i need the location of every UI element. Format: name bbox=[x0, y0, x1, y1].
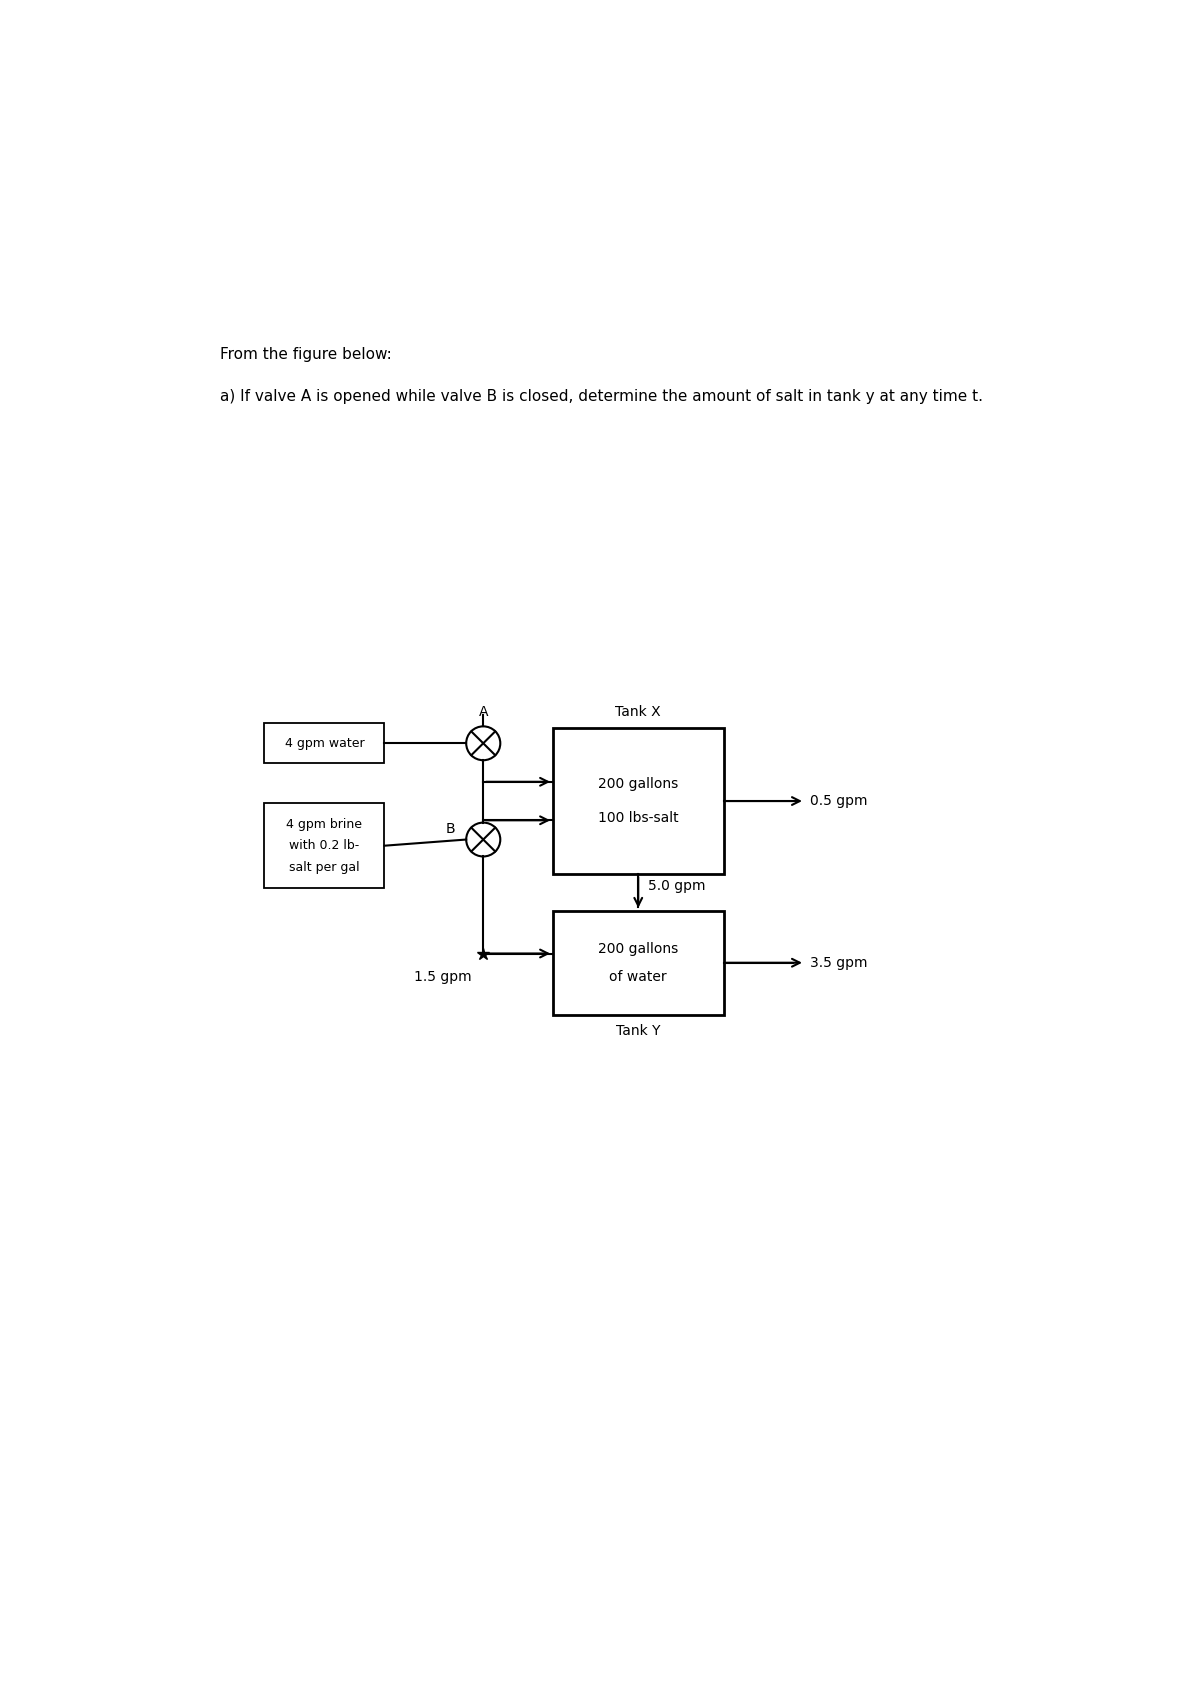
Text: 3.5 gpm: 3.5 gpm bbox=[810, 957, 868, 970]
Text: salt per gal: salt per gal bbox=[289, 862, 360, 873]
Text: 5.0 gpm: 5.0 gpm bbox=[648, 879, 706, 894]
Text: 4 gpm water: 4 gpm water bbox=[284, 736, 364, 750]
Text: 200 gallons: 200 gallons bbox=[598, 941, 678, 957]
Text: Tank Y: Tank Y bbox=[616, 1024, 660, 1038]
Bar bbox=[553, 911, 724, 1014]
Text: of water: of water bbox=[610, 970, 667, 984]
Bar bbox=[264, 804, 384, 889]
Text: a) If valve A is opened while valve B is closed, determine the amount of salt in: a) If valve A is opened while valve B is… bbox=[220, 388, 983, 404]
Text: Tank X: Tank X bbox=[616, 704, 661, 719]
Text: B: B bbox=[446, 821, 456, 836]
Text: 100 lbs-salt: 100 lbs-salt bbox=[598, 811, 678, 824]
Text: 0.5 gpm: 0.5 gpm bbox=[810, 794, 868, 807]
Text: A: A bbox=[479, 704, 488, 719]
Bar bbox=[264, 722, 384, 763]
Bar bbox=[553, 728, 724, 873]
Text: with 0.2 lb-: with 0.2 lb- bbox=[289, 840, 360, 851]
Text: 200 gallons: 200 gallons bbox=[598, 777, 678, 790]
Text: 4 gpm brine: 4 gpm brine bbox=[287, 817, 362, 831]
Text: From the figure below:: From the figure below: bbox=[220, 346, 391, 361]
Text: 1.5 gpm: 1.5 gpm bbox=[414, 970, 472, 984]
